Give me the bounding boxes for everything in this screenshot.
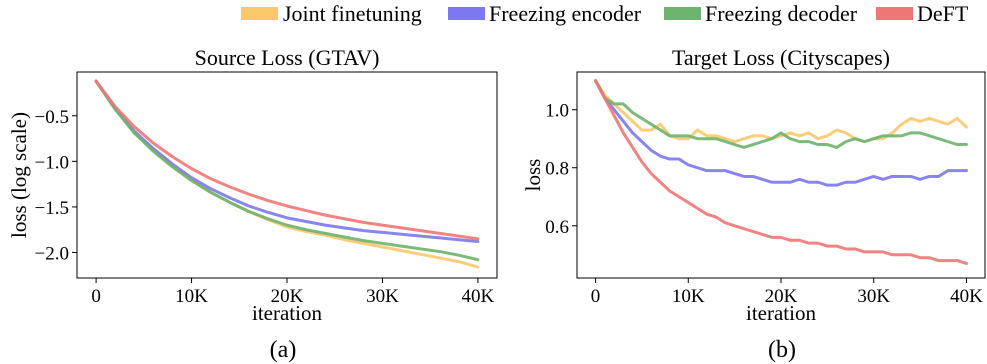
x-tick-label: 0 [591,286,601,307]
legend-label: Freezing decoder [705,1,858,26]
legend-entry-freezing-encoder: Freezing encoder [448,1,642,26]
y-tick-label: −2.0 [35,243,69,264]
x-tick-label: 20K [271,286,304,307]
plot-frame [576,71,986,279]
legend-swatch [448,7,485,20]
series-line-freezing-encoder [94,79,480,244]
series-line-freezing-decoder [94,79,480,262]
series-line-deft [94,79,480,241]
y-tick-label: −0.5 [35,107,69,128]
plot-frame [76,71,498,279]
y-tick-label: 0.6 [545,217,569,238]
x-tick-label: 40K [950,286,983,307]
series-line-joint-finetuning [594,79,968,144]
chart-title: Target Loss (Cityscapes) [672,45,890,70]
panel-caption: (a) [270,337,297,363]
chart-panel-target-loss: Target Loss (Cityscapes) 0 10K 20K 30K 40K 0.6… [521,45,986,363]
legend-swatch [241,7,278,20]
y-axis-label: loss (log scale) [7,112,31,238]
legend-entry-freezing-decoder: Freezing decoder [664,1,858,26]
legend-entry-deft: DeFT [876,1,969,26]
x-tick-label: 10K [672,286,705,307]
legend-label: DeFT [917,1,969,26]
y-axis-label: loss [521,159,545,192]
legend-label: Joint finetuning [283,1,422,26]
chart-title: Source Loss (GTAV) [195,45,380,70]
series-line-joint-finetuning [94,79,480,269]
panel-caption: (b) [768,337,796,363]
y-tick-label: 0.8 [545,159,569,180]
series-lines [594,79,968,265]
legend: Joint finetuning Freezing encoder Freezing… [241,1,969,26]
legend-swatch [876,7,913,20]
chart-panel-source-loss: Source Loss (GTAV) 0 10K 20K 30K 40K −0.5 −1.0 −… [7,45,498,363]
x-tick-label: 40K [462,286,495,307]
legend-label: Freezing encoder [489,1,642,26]
series-line-freezing-decoder [594,79,968,149]
x-tick-label: 30K [366,286,399,307]
series-line-freezing-encoder [594,79,968,187]
y-tick-label: −1.0 [35,152,69,173]
x-axis-label: iteration [252,301,322,325]
x-tick-label: 10K [175,286,208,307]
y-tick-label: 1.0 [545,101,569,122]
y-tick-label: −1.5 [35,198,69,219]
legend-swatch [664,7,701,20]
series-line-deft [594,79,968,265]
series-lines [94,79,480,269]
x-tick-label: 30K [857,286,890,307]
x-axis-label: iteration [746,301,816,325]
x-tick-label: 20K [765,286,798,307]
x-tick-label: 0 [91,286,101,307]
legend-entry-joint-finetuning: Joint finetuning [241,1,422,26]
